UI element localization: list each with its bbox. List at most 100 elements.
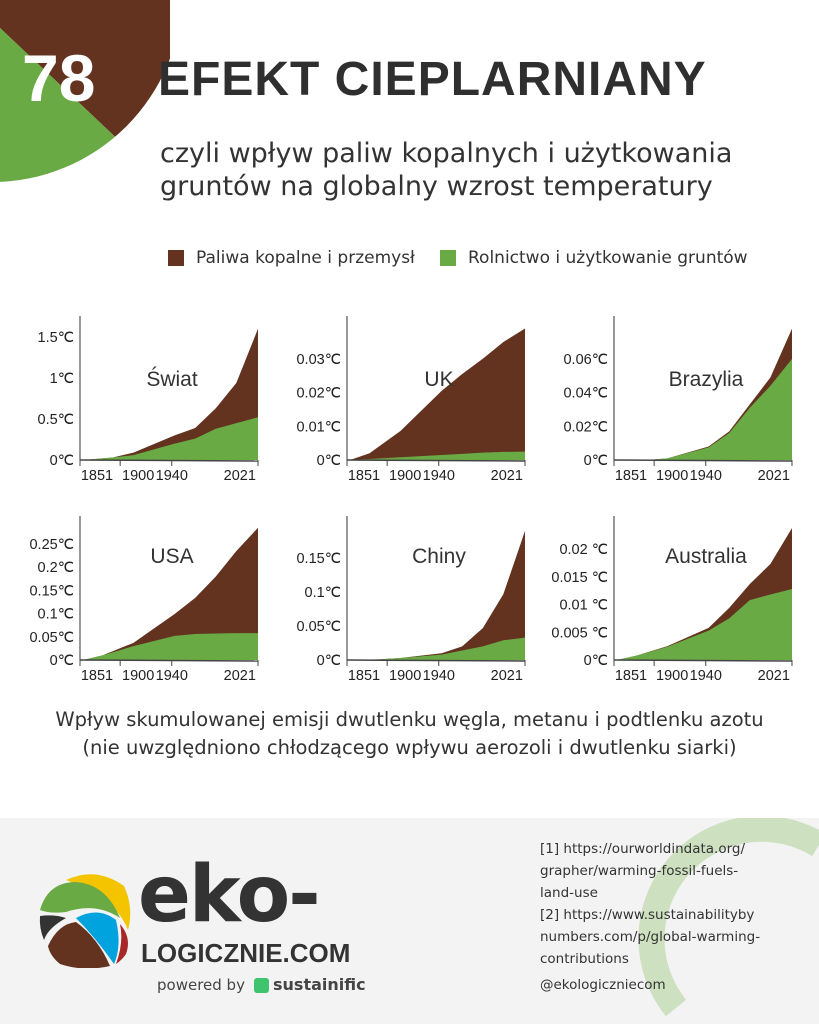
legend-item-land: Rolnictwo i użytkowanie gruntów [440, 248, 748, 268]
y-tick-label: 0.02℃ [563, 419, 608, 435]
y-tick-label: 0.05℃ [29, 630, 74, 646]
page-title: EFEKT CIEPLARNIANY [158, 53, 707, 106]
x-axis [346, 659, 526, 662]
reference-list: [1] https://ourworldindata.org/ grapher/… [540, 838, 760, 996]
y-tick-label: 0.1℃ [38, 607, 74, 623]
y-tick-label: 0℃ [50, 453, 74, 469]
y-tick-label: 0.15℃ [29, 583, 74, 599]
chart-0: 0℃ 0.5℃ 1℃ 1.5℃ 1851 1900 1940 2021 Świat [0, 300, 260, 490]
y-tick-label: 0.03℃ [296, 352, 341, 368]
chart-title: USA [150, 545, 193, 568]
x-tick-label: 2021 [758, 468, 790, 484]
x-tick-label: 2021 [491, 468, 523, 484]
x-tick-label: 1940 [423, 468, 455, 484]
legend-item-fossil: Paliwa kopalne i przemysł [168, 248, 415, 268]
reference-line[interactable]: land-use [540, 885, 598, 901]
y-tick-label: 0.15℃ [296, 551, 341, 567]
area-land-use [83, 417, 258, 460]
x-tick-label: 1851 [81, 468, 113, 484]
x-tick-label: 1900 [389, 668, 421, 684]
y-tick-label: 0℃ [317, 653, 341, 669]
x-tick-label: 2021 [224, 668, 256, 684]
x-tick-label: 1900 [656, 468, 688, 484]
decorative-arc [638, 818, 819, 1017]
x-tick-label: 1851 [615, 668, 647, 684]
area-fossil-fuels [350, 328, 525, 460]
powered-by-label: powered by [157, 976, 245, 994]
x-tick-label: 1851 [615, 468, 647, 484]
subtitle-line-2: gruntów na globalny wzrost temperatury [160, 171, 713, 202]
y-tick-label: 0.04℃ [563, 386, 608, 402]
caption-line-1: Wpływ skumulowanej emisji dwutlenku węgl… [55, 708, 764, 731]
x-tick-label: 1940 [156, 668, 188, 684]
partner-name: sustainific [273, 975, 366, 994]
x-tick-label: 1900 [389, 468, 421, 484]
caption-line-2: (nie uwzględniono chłodzącego wpływu aer… [82, 736, 737, 759]
x-tick-label: 1940 [423, 668, 455, 684]
x-tick-label: 1940 [690, 668, 722, 684]
y-tick-label: 0.015 ℃ [551, 570, 608, 586]
chart-4: 0℃ 0.05℃ 0.1℃ 0.15℃ 1851 1900 1940 2021 Chiny [267, 500, 527, 690]
area-land-use [83, 633, 258, 660]
reference-line[interactable]: [1] https://ourworldindata.org/ [540, 841, 746, 857]
chart-svg: 0℃ 0.5℃ 1℃ 1.5℃ 1851 1900 1940 2021 Świat [38, 316, 259, 484]
infographic-number: 78 [22, 41, 96, 115]
x-axis [613, 659, 793, 662]
x-tick-label: 1940 [690, 468, 722, 484]
reference-line[interactable]: [2] https://www.sustainabilityby [540, 907, 755, 923]
reference-line[interactable]: grapher/warming-fossil-fuels- [540, 863, 739, 879]
area-land-use [350, 451, 525, 460]
x-tick-label: 1900 [122, 668, 154, 684]
y-tick-label: 0℃ [50, 653, 74, 669]
x-tick-label: 1851 [348, 668, 380, 684]
social-handle[interactable]: @ekologiczniecom [540, 977, 666, 993]
y-tick-label: 0.005 ℃ [551, 625, 608, 641]
y-tick-label: 0℃ [317, 453, 341, 469]
x-tick-label: 1851 [348, 468, 380, 484]
x-tick-label: 2021 [224, 468, 256, 484]
y-tick-label: 0.05℃ [296, 619, 341, 635]
area-land-use [350, 637, 525, 660]
area-fossil-fuels [83, 328, 258, 460]
y-tick-label: 0.02 ℃ [559, 542, 608, 558]
x-tick-label: 1940 [156, 468, 188, 484]
area-fossil-fuels [83, 527, 258, 660]
y-tick-label: 0.01℃ [296, 419, 341, 435]
chart-svg: 0℃ 0.02℃ 0.04℃ 0.06℃ 1851 1900 1940 2021 Brazyli… [563, 316, 793, 484]
y-tick-label: 0℃ [584, 453, 608, 469]
x-axis [79, 459, 259, 462]
y-tick-label: 0.01 ℃ [559, 598, 608, 614]
chart-svg: 0℃ 0.05℃ 0.1℃ 0.15℃ 0.2℃ 0.25℃ 1851 1900 1940 202… [29, 516, 259, 684]
y-tick-label: 1.5℃ [38, 330, 74, 346]
legend-swatch-fossil [168, 250, 184, 266]
y-tick-label: 0.02℃ [296, 386, 341, 402]
chart-title: Chiny [412, 545, 466, 568]
x-axis [79, 659, 259, 662]
x-tick-label: 1900 [656, 668, 688, 684]
x-tick-label: 1900 [122, 468, 154, 484]
y-tick-label: 0.06℃ [563, 352, 608, 368]
area-land-use [617, 589, 792, 660]
chart-3: 0℃ 0.05℃ 0.1℃ 0.15℃ 0.2℃ 0.25℃ 1851 1900 1940 202… [0, 500, 260, 690]
reference-line[interactable]: numbers.com/p/global-warming- [540, 929, 761, 945]
chart-title: UK [424, 368, 453, 391]
legend-swatch-land [440, 250, 456, 266]
area-land-use [617, 358, 792, 460]
y-tick-label: 0.25℃ [29, 537, 74, 553]
y-tick-label: 0.5℃ [38, 412, 74, 428]
sustainific-icon [254, 978, 269, 993]
chart-5: 0℃ 0.005 ℃ 0.01 ℃ 0.015 ℃ 0.02 ℃ 1851 1900 1940… [534, 500, 794, 690]
ekologicznie-logo-icon [38, 870, 131, 968]
logo-text-bottom: LOGICZNIE.COM [141, 938, 351, 968]
y-tick-label: 0.1℃ [305, 585, 341, 601]
legend-label: Rolnictwo i użytkowanie gruntów [468, 248, 748, 268]
legend-label: Paliwa kopalne i przemysł [196, 248, 415, 268]
x-tick-label: 2021 [758, 668, 790, 684]
logo-text-top: eko- [138, 850, 321, 940]
chart-svg: 0℃ 0.01℃ 0.02℃ 0.03℃ 1851 1900 1940 2021 UK [296, 316, 526, 484]
corner-decoration [0, 0, 170, 182]
subtitle-line-1: czyli wpływ paliw kopalnych i użytkowani… [160, 138, 733, 169]
y-tick-label: 0.2℃ [38, 560, 74, 576]
reference-line[interactable]: contributions [540, 951, 629, 967]
chart-title: Świat [146, 367, 198, 391]
